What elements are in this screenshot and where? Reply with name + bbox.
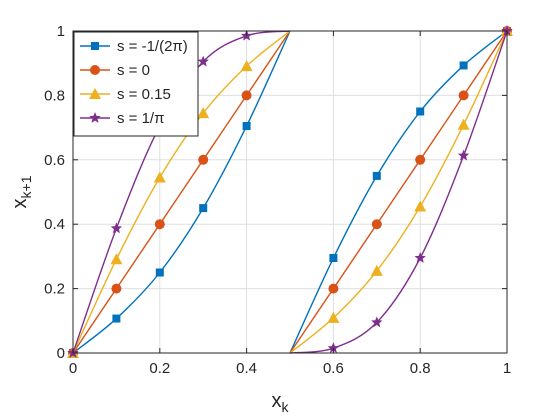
data-point bbox=[416, 107, 425, 116]
legend-marker bbox=[90, 65, 100, 75]
data-point bbox=[457, 118, 470, 130]
legend-label: s = 0.15 bbox=[117, 86, 171, 103]
legend-item: s = 1/π bbox=[80, 110, 164, 127]
x-axis-label: xk bbox=[272, 390, 290, 415]
legend-item: s = 0 bbox=[80, 62, 150, 79]
y-tick-label: 1 bbox=[57, 23, 65, 40]
legend-marker bbox=[89, 112, 101, 123]
data-point bbox=[110, 222, 123, 234]
data-point bbox=[327, 311, 340, 323]
data-point bbox=[155, 268, 164, 277]
data-point bbox=[370, 264, 383, 276]
legend: s = -1/(2π) s = 0 s = 0.15 s = 1/π bbox=[73, 31, 199, 137]
data-point bbox=[198, 154, 209, 165]
legend-label: s = 1/π bbox=[117, 110, 164, 127]
data-point bbox=[153, 171, 166, 183]
tick-labels: 0 0.2 0.4 0.6 0.8 1 0 0.2 0.4 0.6 0.8 1 bbox=[44, 23, 511, 377]
y-axis-label: xk+1 bbox=[9, 175, 34, 208]
data-point bbox=[414, 252, 426, 263]
legend-item: s = 0.15 bbox=[80, 86, 171, 103]
y-tick-label: 0.8 bbox=[44, 87, 65, 104]
legend-label: s = -1/(2π) bbox=[117, 38, 188, 55]
data-point bbox=[327, 342, 340, 354]
data-point bbox=[110, 253, 123, 265]
x-tick-label: 0 bbox=[69, 360, 77, 377]
data-point bbox=[197, 107, 210, 119]
data-point bbox=[240, 60, 253, 72]
plot-frame bbox=[72, 30, 508, 354]
data-point bbox=[458, 90, 469, 101]
legend-marker bbox=[89, 88, 101, 99]
data-point bbox=[197, 55, 209, 67]
legend-item: s = -1/(2π) bbox=[80, 38, 188, 55]
ticks bbox=[72, 30, 508, 354]
data-point bbox=[457, 149, 470, 161]
y-tick-label: 0 bbox=[57, 345, 65, 362]
y-tick-label: 0.2 bbox=[44, 281, 65, 298]
x-tick-label: 0.2 bbox=[149, 360, 170, 377]
legend-label: s = 0 bbox=[117, 62, 150, 79]
data-point bbox=[459, 61, 468, 70]
series-line bbox=[289, 30, 508, 354]
data-point bbox=[328, 283, 339, 294]
data-point bbox=[329, 254, 338, 263]
x-tick-label: 1 bbox=[503, 360, 511, 377]
data-point bbox=[112, 314, 121, 323]
data-point bbox=[241, 90, 252, 101]
data-point bbox=[154, 219, 165, 230]
data-point bbox=[414, 200, 427, 212]
data-point bbox=[111, 283, 122, 294]
data-point bbox=[242, 121, 251, 130]
y-tick-label: 0.4 bbox=[44, 216, 65, 233]
y-tick-label: 0.6 bbox=[44, 152, 65, 169]
x-tick-label: 0.6 bbox=[323, 360, 344, 377]
data-point bbox=[372, 171, 381, 180]
data-point bbox=[415, 154, 426, 165]
data-point bbox=[371, 316, 383, 328]
series-3 bbox=[67, 25, 513, 358]
data-point bbox=[371, 219, 382, 230]
series-line bbox=[72, 30, 291, 354]
legend-marker bbox=[91, 42, 99, 50]
x-tick-label: 0.8 bbox=[410, 360, 431, 377]
data-point bbox=[199, 204, 208, 213]
data-point bbox=[501, 25, 513, 36]
x-tick-label: 0.4 bbox=[236, 360, 257, 377]
